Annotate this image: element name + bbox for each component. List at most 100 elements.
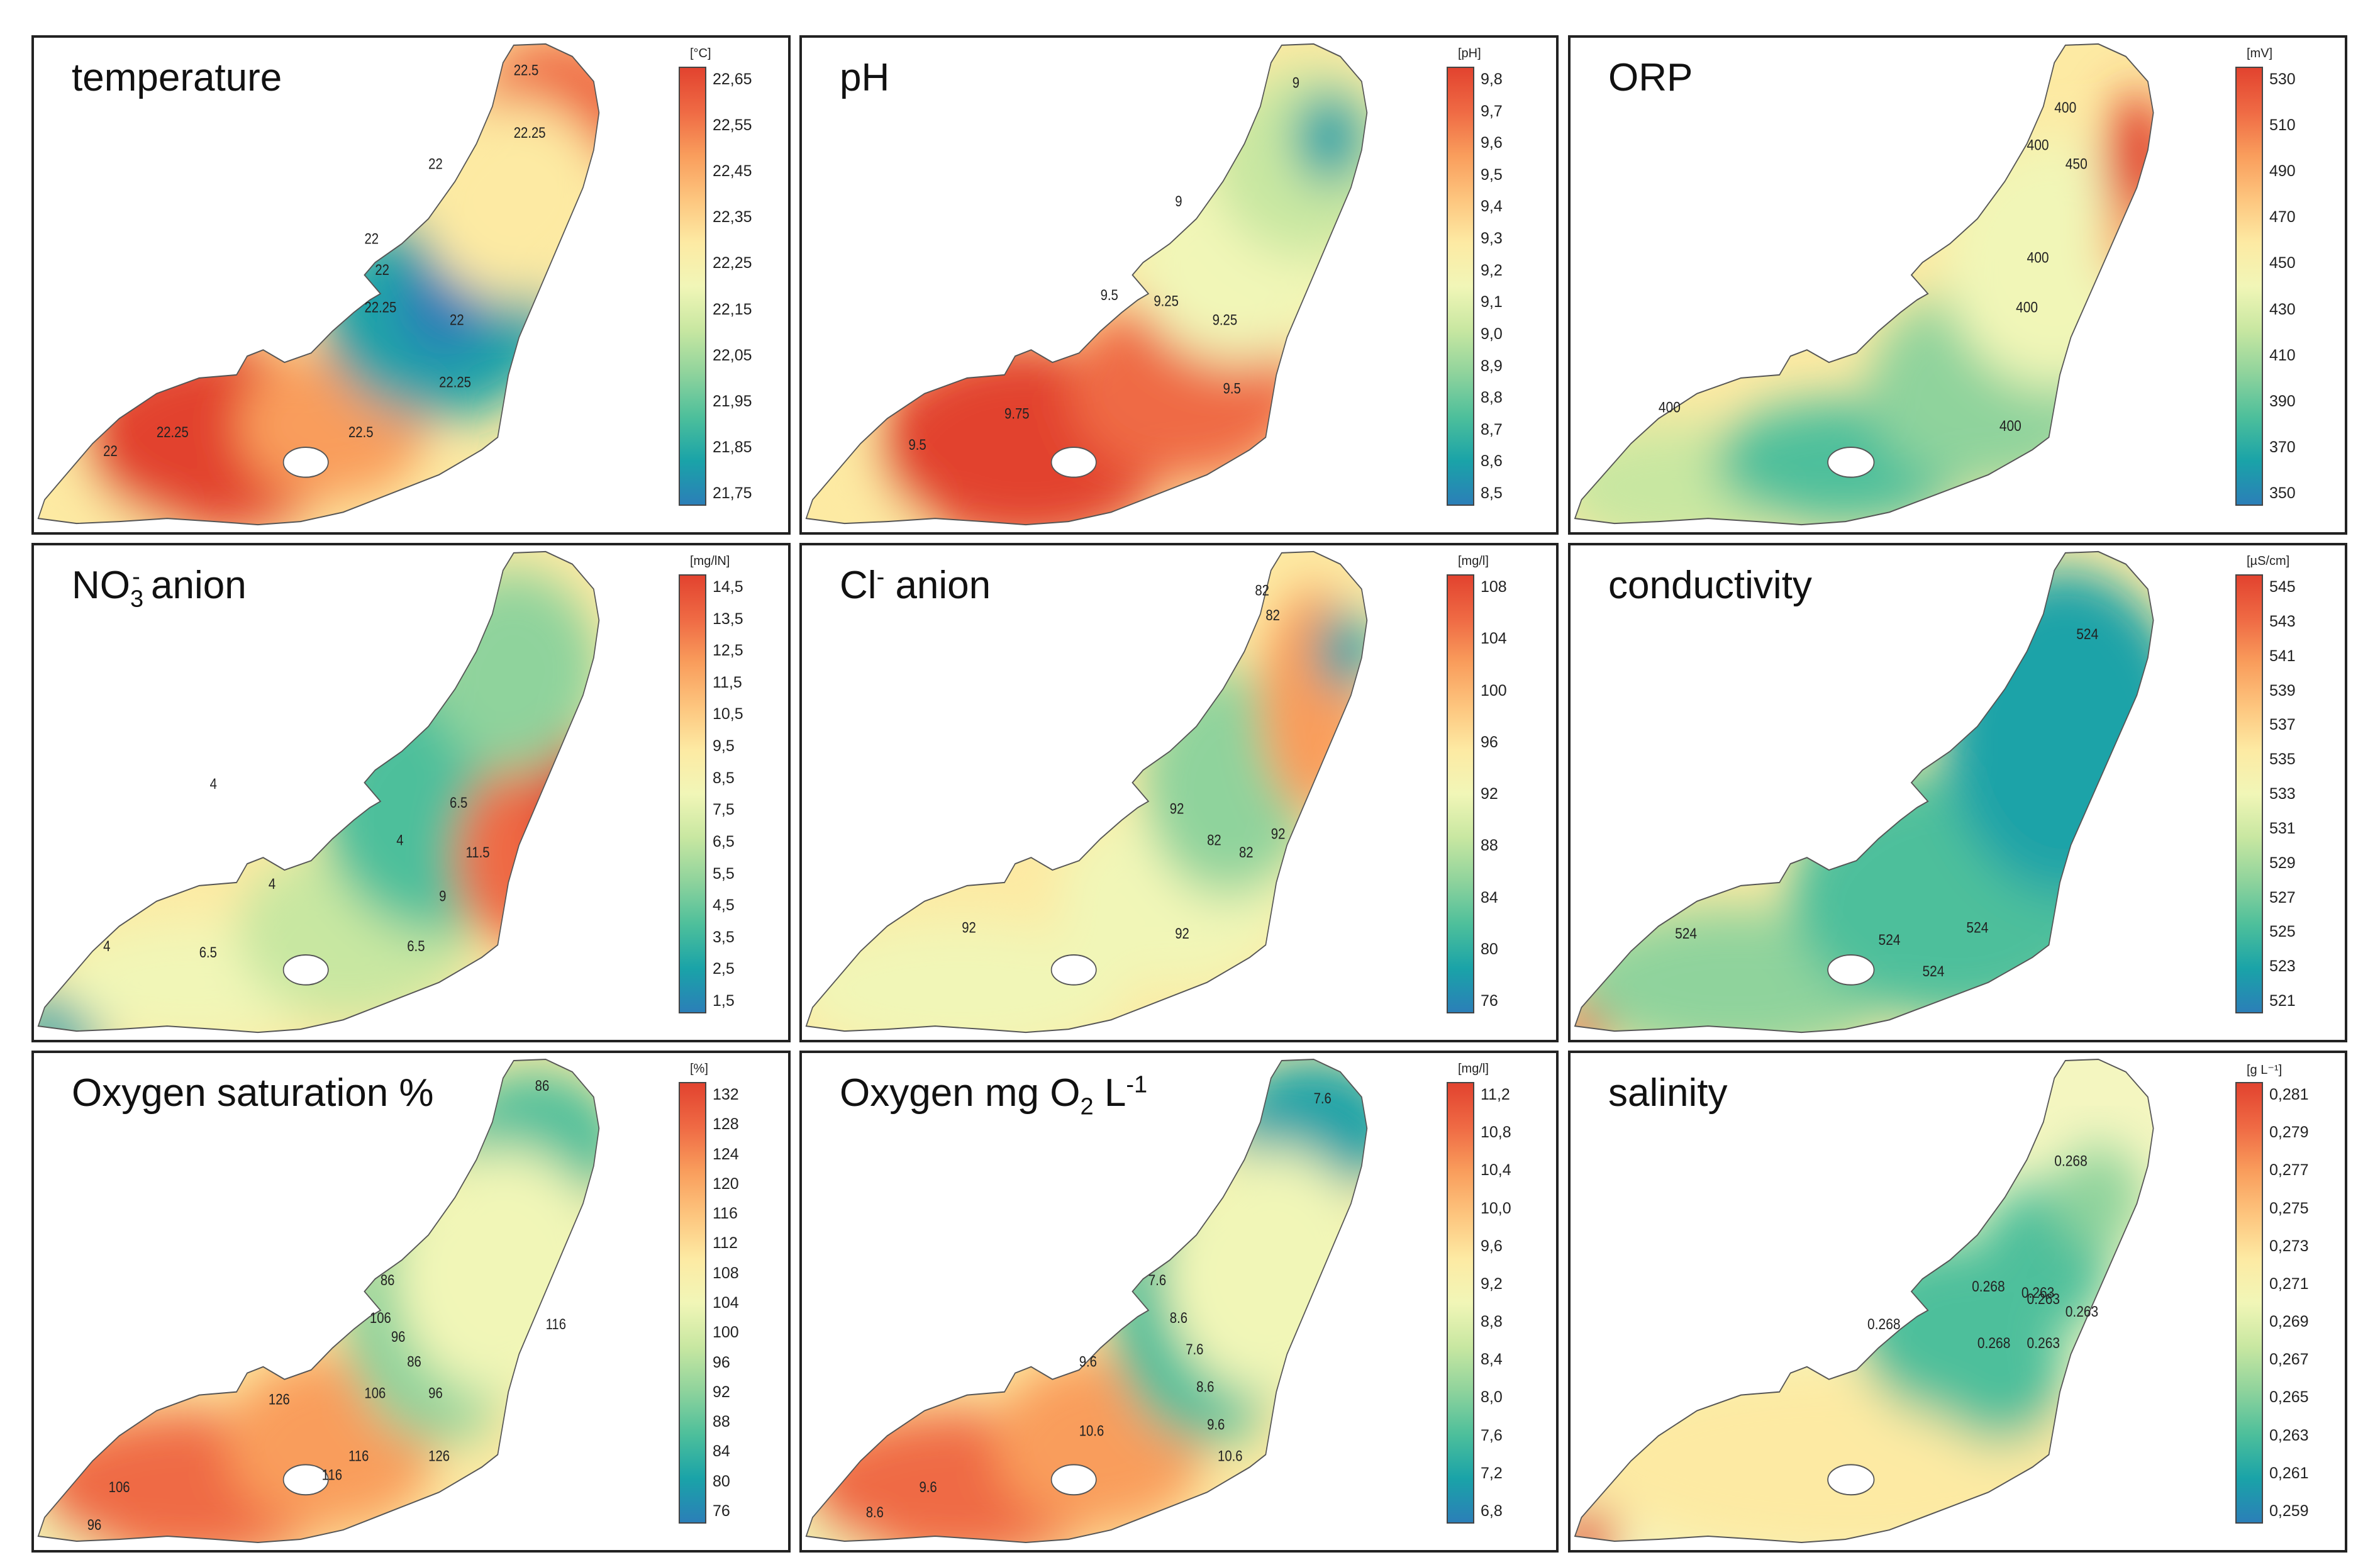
map-panel-oxs: 86 86 106 96 86 96 116 106 116 126 126 116 106 96 Oxyg… — [31, 1051, 791, 1553]
isoline-zone — [1574, 1511, 1620, 1543]
colorbar-tick: 350 — [2269, 484, 2296, 502]
contour-label: 82 — [1239, 844, 1254, 861]
lake-fill — [38, 1059, 599, 1543]
colorbar-tick: 92 — [713, 1383, 730, 1401]
contour-label: 86 — [381, 1272, 395, 1289]
colorbar-tick: 10,0 — [1481, 1199, 1511, 1217]
contour-label: 86 — [535, 1077, 550, 1094]
colorbar-tick: 8,4 — [1481, 1351, 1503, 1369]
lake-outline — [1574, 1058, 2154, 1544]
contour-label: 400 — [2027, 249, 2049, 266]
colorbar-tick: 0,265 — [2269, 1388, 2309, 1407]
contour-label: 22.25 — [514, 124, 546, 141]
colorbar-unit: [mg/l] — [1458, 1062, 1489, 1076]
contour-label: 96 — [87, 1517, 102, 1534]
contour-label: 22.25 — [439, 374, 471, 391]
colorbar-tick: 9,5 — [713, 737, 735, 756]
colorbar-tick: 128 — [713, 1115, 739, 1134]
colorbar — [679, 1082, 706, 1524]
contour-label: 524 — [1966, 919, 1988, 936]
colorbar-tick: 84 — [713, 1442, 730, 1461]
colorbar-tick: 116 — [713, 1205, 738, 1223]
colorbar-unit: [pH] — [1458, 47, 1481, 60]
contour-label: 22.25 — [157, 424, 189, 441]
contour-label: 0.263 — [2066, 1303, 2098, 1320]
colorbar-tick: 9,8 — [1481, 70, 1503, 88]
map-panel-no3: 4 4 6.5 11.5 4 9 6.5 4 6.5 NO3- anion [mg/lN] 14,5 1… — [31, 543, 791, 1042]
contour-label: 7.6 — [1186, 1341, 1203, 1358]
colorbar-tick: 9,7 — [1481, 102, 1503, 120]
contour-label: 8.6 — [866, 1504, 884, 1521]
colorbar-tick: 0,273 — [2269, 1237, 2309, 1255]
contour-label: 106 — [364, 1385, 386, 1402]
contour-label: 9.6 — [919, 1479, 937, 1496]
contour-label: 22.5 — [348, 424, 374, 441]
contour-label: 126 — [428, 1447, 450, 1464]
colorbar — [2235, 67, 2263, 506]
lake-outline — [805, 1058, 1368, 1544]
colorbar-tick: 76 — [713, 1502, 730, 1520]
contour-label: 82 — [1207, 832, 1221, 849]
lake-fill — [1574, 551, 2154, 1033]
colorbar-tick: 3,5 — [713, 928, 735, 946]
contour-label: 400 — [1999, 418, 2021, 435]
colorbar-tick: 0,277 — [2269, 1161, 2309, 1179]
contour-label: 0.263 — [2027, 1291, 2060, 1308]
lake-outline — [1574, 550, 2154, 1034]
contour-label: 22 — [450, 311, 464, 328]
contour-label: 0.268 — [1977, 1335, 2010, 1352]
colorbar-tick: 12,5 — [713, 642, 743, 660]
colorbar-tick: 22,55 — [713, 116, 752, 135]
contour-label: 86 — [407, 1353, 421, 1370]
lake-fill — [1574, 1059, 2154, 1543]
colorbar-tick: 9,0 — [1481, 325, 1503, 343]
lake-outline — [1574, 43, 2154, 526]
colorbar-tick: 9,4 — [1481, 198, 1503, 216]
contour-label: 22 — [364, 230, 379, 247]
map-panel-cond: 524 524 524 524 524 conductivity [µS/cm] 545 543… — [1568, 543, 2347, 1042]
contour-label: 0.268 — [1867, 1316, 1900, 1333]
colorbar-unit: [g L⁻¹] — [2247, 1063, 2283, 1077]
colorbar-tick: 112 — [713, 1234, 738, 1252]
panel-title: pH — [840, 55, 889, 100]
island — [1050, 447, 1097, 478]
lake-map: 22.5 22.25 22 22 22 22.25 22 22.25 22.5 22 22.25 — [37, 43, 600, 526]
lake-outline — [805, 550, 1368, 1034]
panel-title-text: pH — [840, 56, 890, 99]
colorbar-tick: 521 — [2269, 992, 2296, 1010]
colorbar-tick: 132 — [713, 1086, 739, 1103]
lake-map: 400 400 450 400 400 400 400 — [1574, 43, 2154, 526]
panel-title: Oxygen saturation % — [72, 1071, 434, 1115]
panel-title: ORP — [1608, 55, 1693, 100]
contour-label: 9.5 — [909, 436, 926, 453]
colorbar-tick: 1,5 — [713, 992, 735, 1010]
contour-label: 4 — [396, 832, 403, 849]
island — [1050, 954, 1097, 986]
colorbar-tick: 104 — [1481, 630, 1507, 648]
lake-fill — [806, 1059, 1367, 1543]
colorbar-tick: 21,75 — [713, 484, 752, 502]
panel-title-text: ORP — [1608, 56, 1693, 99]
contour-label: 4 — [210, 776, 217, 793]
lake-outline — [37, 550, 600, 1034]
contour-label: 524 — [1922, 963, 1944, 980]
contour-label: 524 — [2076, 626, 2098, 643]
colorbar-tick: 21,85 — [713, 438, 752, 456]
island — [282, 447, 329, 478]
colorbar-tick: 104 — [713, 1294, 739, 1312]
panel-title-text: temperature — [72, 56, 282, 99]
contour-label: 4 — [269, 875, 275, 892]
colorbar-tick: 525 — [2269, 923, 2296, 941]
contour-label: 6.5 — [407, 938, 425, 955]
colorbar-tick: 22,05 — [713, 346, 752, 364]
colorbar-tick: 527 — [2269, 888, 2296, 906]
colorbar-tick: 5,5 — [713, 864, 735, 883]
colorbar-tick: 490 — [2269, 162, 2296, 181]
lake-map: 82 82 92 82 82 92 92 92 — [805, 550, 1368, 1034]
contour-label: 106 — [370, 1309, 391, 1326]
panel-title: salinity — [1608, 1071, 1728, 1115]
island — [1827, 954, 1875, 986]
colorbar-tick: 0,271 — [2269, 1274, 2309, 1293]
colorbar-tick: 543 — [2269, 612, 2296, 630]
